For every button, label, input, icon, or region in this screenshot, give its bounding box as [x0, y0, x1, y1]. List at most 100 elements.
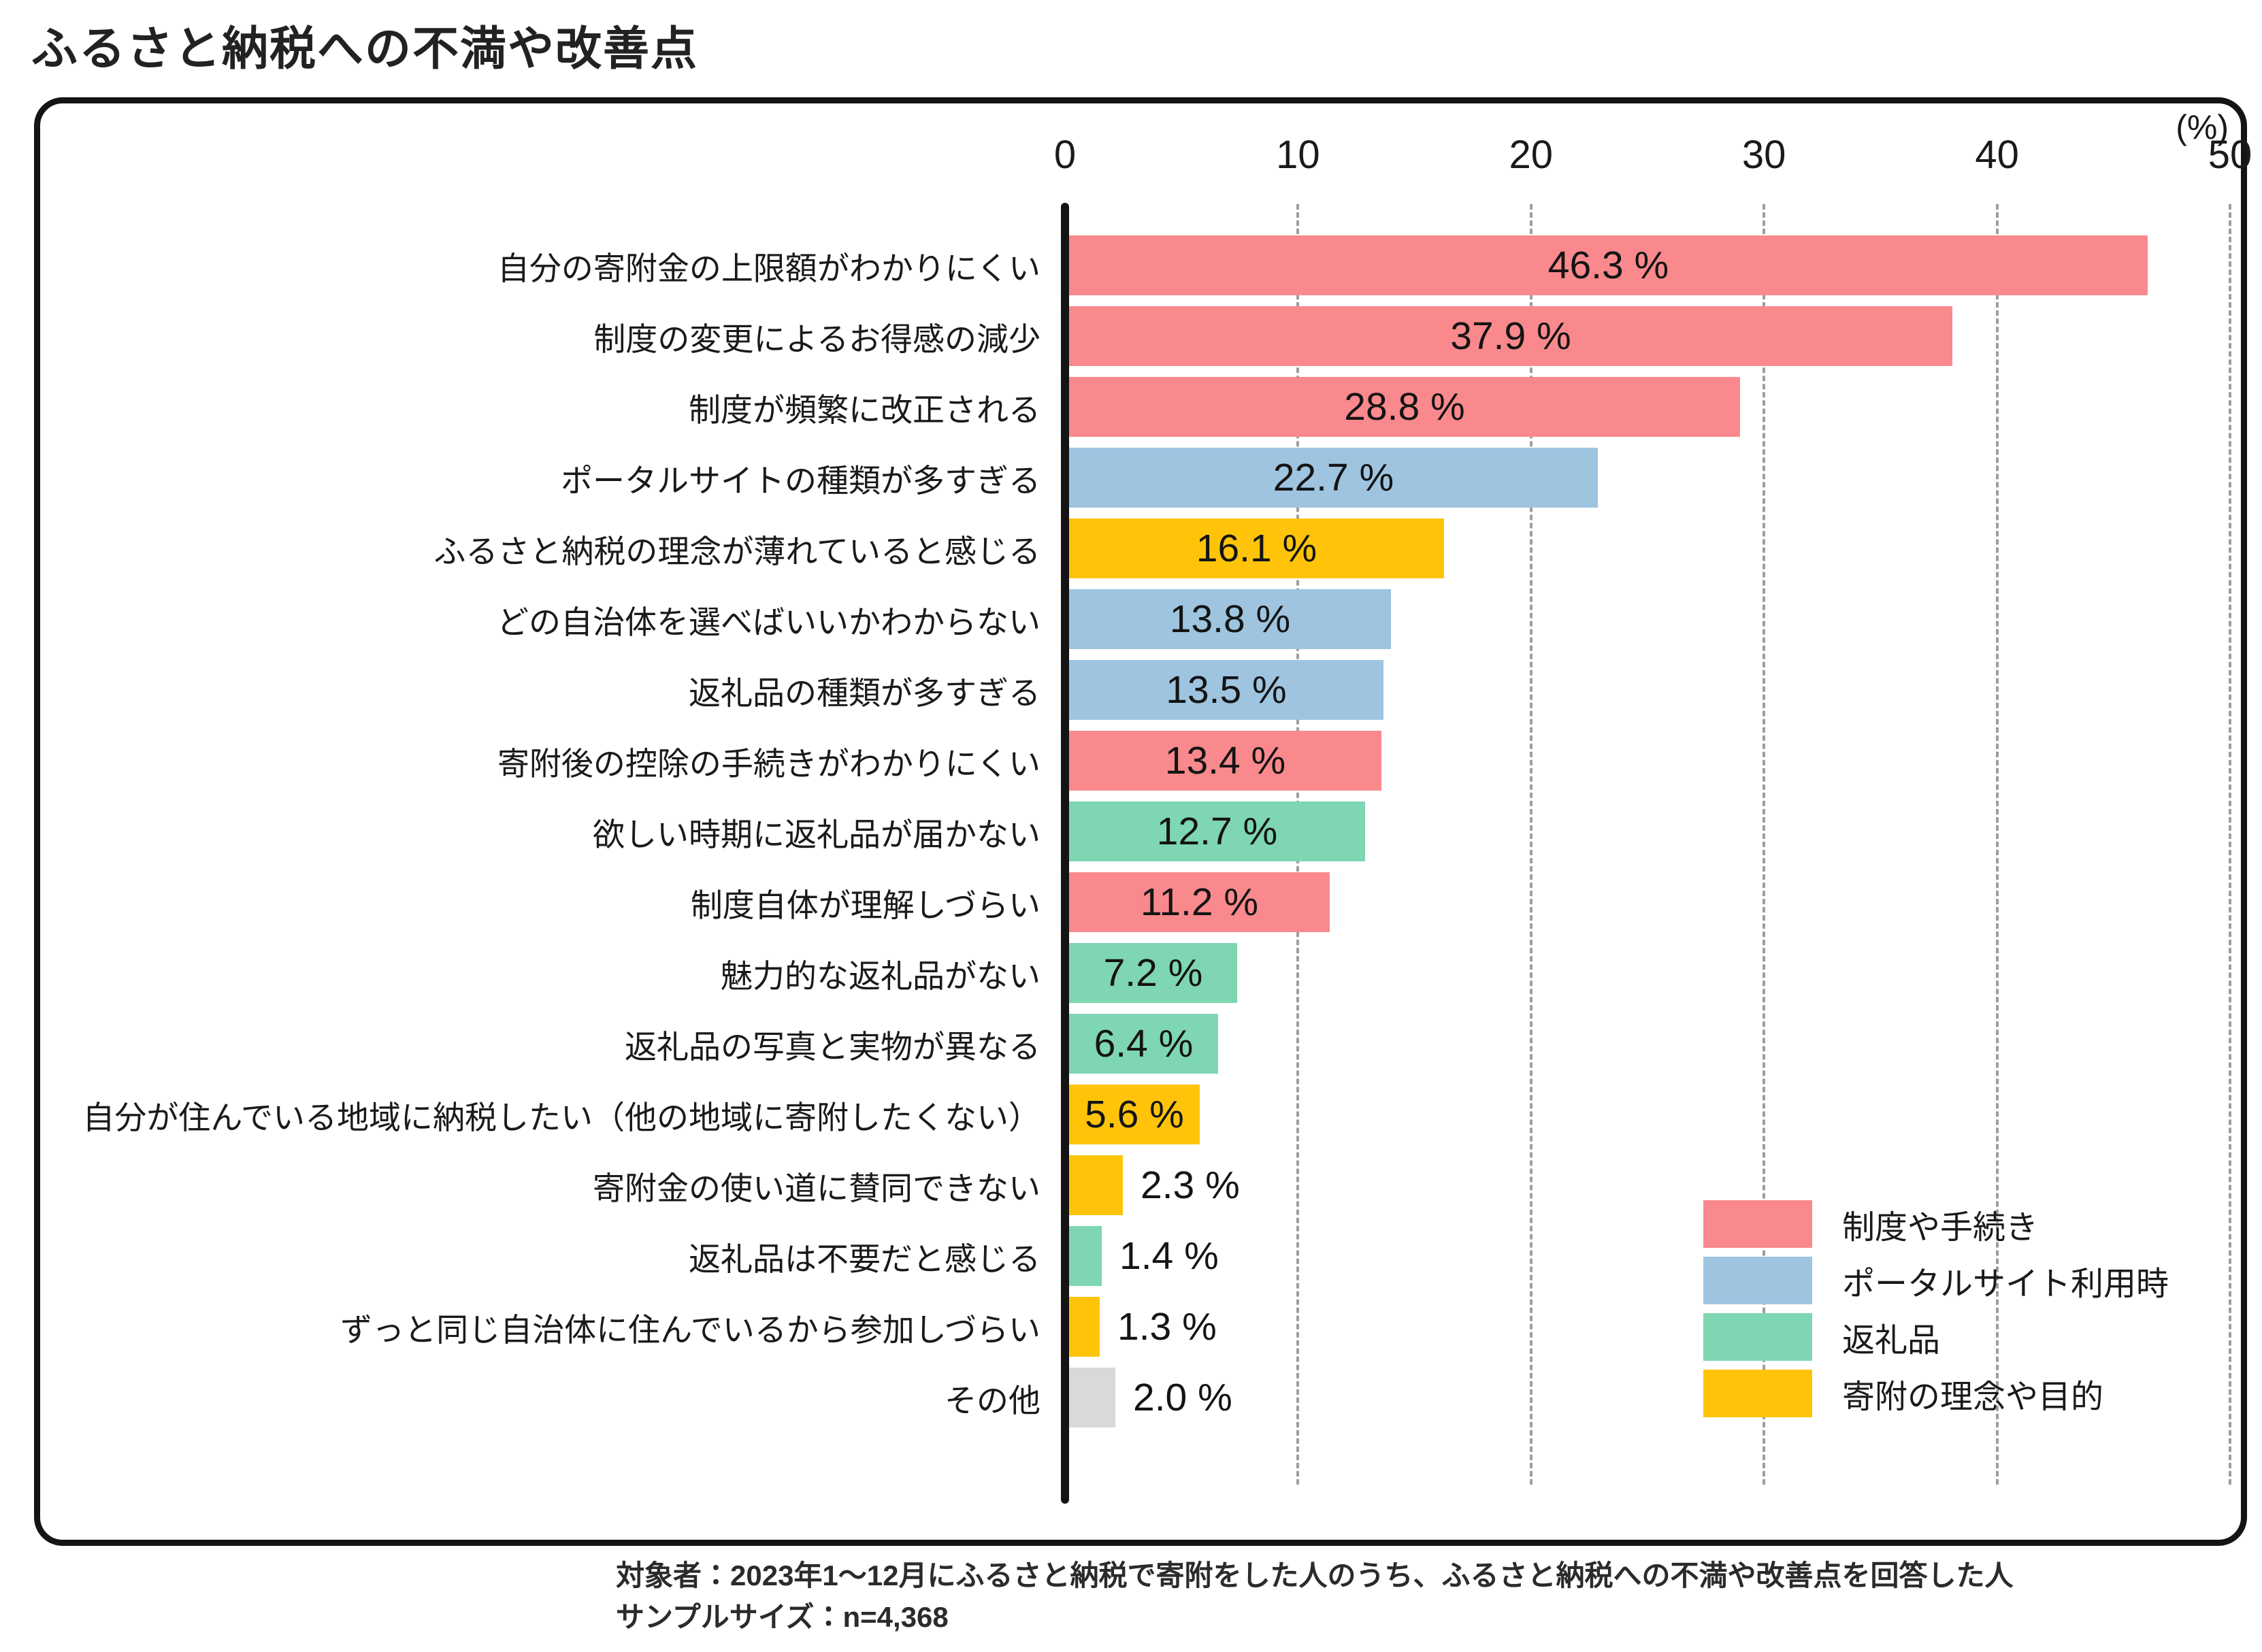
bar-row: 制度自体が理解しづらい 11.2 %	[40, 867, 2241, 938]
axis-unit-label: (%)	[2176, 108, 2229, 146]
bar-その他	[1069, 1368, 1115, 1427]
x-tick-label-10: 10	[1276, 133, 1320, 177]
legend-label: 返礼品	[1842, 1323, 1941, 1359]
bar-value-label: 6.4 %	[1094, 1022, 1194, 1065]
bar-value-label: 13.4 %	[1164, 739, 1286, 782]
bar-row: 制度が頻繁に改正される 28.8 %	[40, 371, 2241, 442]
bar-制度や手続き: 11.2 %	[1069, 872, 1330, 932]
bar-track: 2.3 %	[1065, 1155, 2241, 1215]
category-label: 寄附後の控除の手続きがわかりにくい	[497, 745, 1040, 782]
x-axis-zero-line	[1061, 203, 1069, 1504]
bar-track: 2.0 %	[1065, 1368, 2241, 1427]
bar-track: 7.2 %	[1065, 943, 2241, 1003]
bar-返礼品: 6.4 %	[1069, 1014, 1218, 1074]
x-tick-label-30: 30	[1741, 133, 1786, 177]
bar-制度や手続き: 46.3 %	[1069, 235, 2148, 295]
bar-制度や手続き: 13.4 %	[1069, 731, 1381, 791]
category-label: 魅力的な返礼品がない	[721, 957, 1040, 994]
legend-swatch	[1703, 1313, 1812, 1361]
bar-row: 制度の変更によるお得感の減少 37.9 %	[40, 301, 2241, 371]
bar-寄附の理念や目的	[1069, 1155, 1123, 1215]
bar-value-label: 12.7 %	[1156, 810, 1278, 853]
category-label: ずっと同じ自治体に住んでいるから参加しづらい	[340, 1311, 1040, 1348]
bar-value-label: 1.4 %	[1119, 1234, 1219, 1278]
bar-track: 5.6 %	[1065, 1085, 2241, 1144]
bar-track: 22.7 %	[1065, 448, 2241, 508]
plot-area: (%) 0 10 20 30 40 50 自分の寄附金の上限額がわかりにくい 46.3 % 制度…	[40, 103, 2252, 1540]
bar-ポータルサイト利用時: 22.7 %	[1069, 448, 1598, 508]
bar-row: 寄附後の控除の手続きがわかりにくい 13.4 %	[40, 725, 2241, 796]
category-label: 欲しい時期に返礼品が届かない	[593, 816, 1040, 853]
bar-track: 13.8 %	[1065, 589, 2241, 649]
legend-item: 返礼品	[1703, 1313, 1940, 1361]
legend-label: 制度や手続き	[1842, 1210, 2039, 1246]
bar-value-label: 22.7 %	[1273, 456, 1394, 499]
bar-row: 自分が住んでいる地域に納税したい（他の地域に寄附したくない） 5.6 %	[40, 1079, 2241, 1150]
bar-track: 37.9 %	[1065, 306, 2241, 366]
gridline-30	[1763, 204, 1766, 1485]
category-label: 返礼品の種類が多すぎる	[689, 674, 1040, 711]
x-tick-label-40: 40	[1975, 133, 2019, 177]
legend-swatch	[1703, 1370, 1812, 1417]
chart-frame: (%) 0 10 20 30 40 50 自分の寄附金の上限額がわかりにくい 46.3 % 制度…	[34, 97, 2252, 1546]
footnote-line1: 対象者：2023年1～12月にふるさと納税で寄附をした人のうち、ふるさと納税への…	[616, 1559, 2014, 1591]
bar-value-label: 2.3 %	[1141, 1163, 1240, 1207]
bar-row: ふるさと納税の理念が薄れていると感じる 16.1 %	[40, 513, 2241, 584]
bar-track: 6.4 %	[1065, 1014, 2241, 1074]
legend-swatch	[1703, 1257, 1812, 1304]
page-title: ふるさと納税への不満や改善点	[31, 23, 699, 75]
bar-value-label: 5.6 %	[1085, 1093, 1184, 1136]
bar-track: 1.4 %	[1065, 1226, 2241, 1286]
bar-value-label: 16.1 %	[1196, 527, 1317, 570]
bar-制度や手続き: 37.9 %	[1069, 306, 1952, 366]
bar-row: どの自治体を選べばいいかわからない 13.8 %	[40, 584, 2241, 655]
bar-制度や手続き: 28.8 %	[1069, 377, 1740, 437]
category-label: 寄附金の使い道に賛同できない	[593, 1170, 1040, 1206]
bar-row: 自分の寄附金の上限額がわかりにくい 46.3 %	[40, 230, 2241, 301]
bar-寄附の理念や目的	[1069, 1297, 1100, 1357]
bar-value-label: 2.0 %	[1133, 1376, 1232, 1419]
bar-track: 11.2 %	[1065, 872, 2241, 932]
legend-item: 寄附の理念や目的	[1703, 1370, 2103, 1417]
category-label: ふるさと納税の理念が薄れていると感じる	[433, 533, 1040, 569]
category-label: 制度が頻繁に改正される	[689, 391, 1040, 428]
category-label: 返礼品の写真と実物が異なる	[625, 1028, 1040, 1065]
bar-row: 魅力的な返礼品がない 7.2 %	[40, 938, 2241, 1008]
bar-track: 46.3 %	[1065, 235, 2241, 295]
category-label: 制度の変更によるお得感の減少	[593, 320, 1040, 357]
legend-swatch	[1703, 1200, 1812, 1248]
bar-row: 欲しい時期に返礼品が届かない 12.7 %	[40, 796, 2241, 867]
bar-track: 13.4 %	[1065, 731, 2241, 791]
legend-label: 寄附の理念や目的	[1842, 1379, 2104, 1415]
bar-value-label: 7.2 %	[1103, 951, 1203, 995]
x-tick-label-50: 50	[2208, 133, 2252, 177]
bar-value-label: 46.3 %	[1547, 244, 1669, 287]
bar-返礼品	[1069, 1226, 1102, 1286]
bar-row: 返礼品の種類が多すぎる 13.5 %	[40, 655, 2241, 725]
category-label: 自分の寄附金の上限額がわかりにくい	[497, 250, 1040, 286]
category-label: ポータルサイトの種類が多すぎる	[561, 462, 1040, 499]
bar-row: ずっと同じ自治体に住んでいるから参加しづらい 1.3 %	[40, 1291, 2241, 1362]
bar-ポータルサイト利用時: 13.5 %	[1069, 660, 1383, 720]
bar-返礼品: 12.7 %	[1069, 802, 1365, 861]
category-label: 制度自体が理解しづらい	[690, 887, 1040, 923]
category-label: その他	[945, 1382, 1040, 1419]
bar-row: ポータルサイトの種類が多すぎる 22.7 %	[40, 442, 2241, 513]
gridline-40	[1995, 204, 1999, 1485]
bar-value-label: 11.2 %	[1140, 880, 1259, 924]
category-label: 返礼品は不要だと感じる	[689, 1240, 1040, 1277]
bar-track: 13.5 %	[1065, 660, 2241, 720]
gridline-50	[2229, 204, 2231, 1485]
bar-track: 1.3 %	[1065, 1297, 2241, 1357]
bar-value-label: 28.8 %	[1344, 385, 1465, 429]
category-label: 自分が住んでいる地域に納税したい（他の地域に寄附したくない）	[82, 1099, 1040, 1136]
category-label: どの自治体を選べばいいかわからない	[497, 604, 1040, 640]
bar-ポータルサイト利用時: 13.8 %	[1069, 589, 1391, 649]
bar-value-label: 1.3 %	[1117, 1305, 1217, 1349]
legend-item: ポータルサイト利用時	[1703, 1257, 2169, 1304]
legend-label: ポータルサイト利用時	[1842, 1266, 2169, 1302]
bar-value-label: 13.5 %	[1166, 668, 1287, 712]
bar-row: 寄附金の使い道に賛同できない 2.3 %	[40, 1150, 2241, 1221]
footnote: 対象者：2023年1～12月にふるさと納税で寄附をした人のうち、ふるさと納税への…	[616, 1555, 2014, 1638]
bar-寄附の理念や目的: 16.1 %	[1069, 518, 1444, 578]
